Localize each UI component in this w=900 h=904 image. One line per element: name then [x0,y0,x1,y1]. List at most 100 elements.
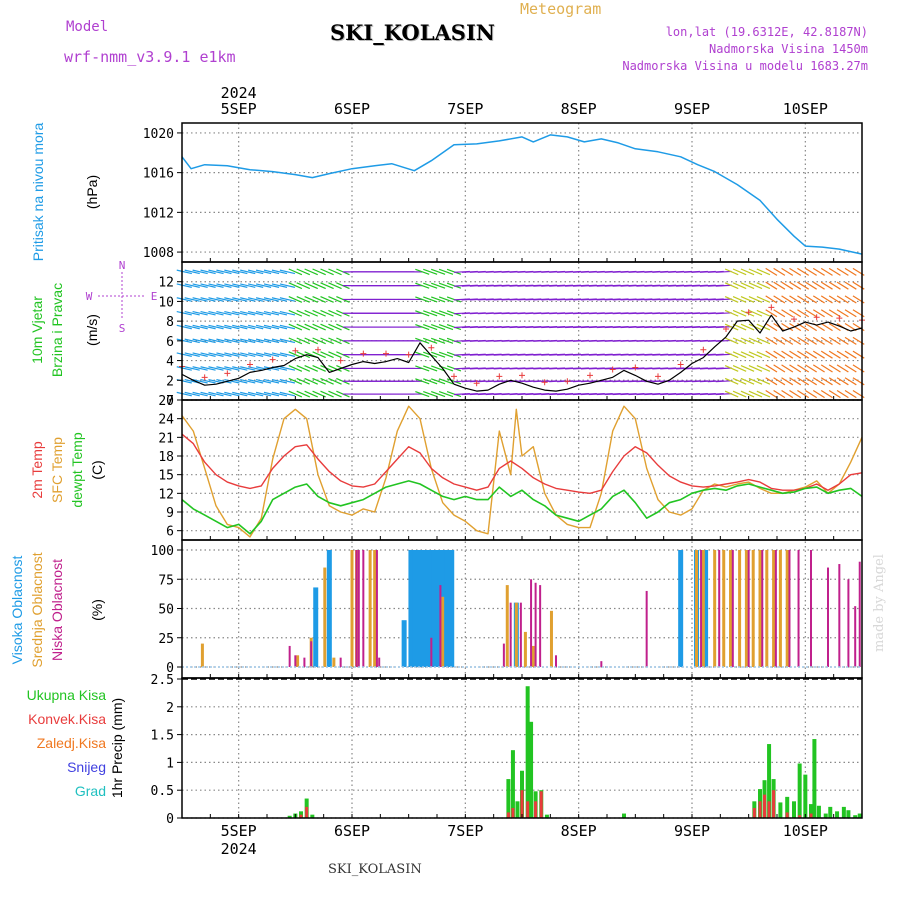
wind-arrow [248,338,264,344]
cloud-bar [435,550,441,667]
precip-bar [785,796,790,818]
model-label: Model [66,19,109,35]
wind-arrow [797,309,810,318]
gust-marker [360,350,367,357]
wind-arrow [248,324,264,330]
cloud-bar [701,550,705,667]
precip-legend-item: Konvek.Kisa [28,711,106,727]
wind-arrow [240,391,256,397]
wind-arrow [836,390,849,399]
wind-arrow [312,337,326,345]
pressure-frame [181,122,863,263]
wind-arrow [255,269,272,275]
wind-arrow [828,309,841,318]
wind-arrow [740,323,755,331]
precip-bar [310,814,315,818]
wind-tick-label: 4 [166,355,174,370]
precip-tick-label: 2.5 [151,673,174,688]
precip-bar [785,812,789,818]
wind-arrow [192,338,208,344]
wind-arrow [820,309,833,318]
wind-arrow [805,364,817,373]
wind-arrow [271,338,288,344]
wind-arrow [724,337,739,345]
gust-marker [473,380,480,387]
gust-marker [496,373,503,380]
cloud-bar [838,564,841,667]
axes [98,122,863,819]
wind-arrow [415,365,430,372]
wind-arrow [828,390,841,399]
wind-arrow [756,268,771,276]
wind-arrow [240,283,256,288]
wind-arrow [248,269,264,275]
precip-bar [515,801,520,818]
gust-marker [337,357,344,364]
cloud-bar [332,657,336,667]
precip-bar [828,806,833,818]
wind-arrow [836,309,849,318]
cloud-bar [722,550,726,667]
wind-arrow [296,337,311,345]
wind-arrow [438,351,454,358]
wind-arrow [304,309,318,317]
wind-arrow [797,350,810,359]
wind-arrow [431,365,446,372]
precip-bar [299,814,303,818]
x-tick-label-bottom: 8SEP [561,822,597,840]
wind-arrow [184,324,200,330]
wind-arrow [732,377,747,385]
gust-marker [564,378,571,385]
wind-arrow [304,377,318,385]
wind-arrow [224,391,240,397]
cloud-bar [761,550,764,667]
wind-arrow [232,366,248,371]
precip-bar [511,807,515,818]
wind-arrow [431,391,446,398]
wind-arrow [184,352,200,357]
wind-arrow [296,377,311,385]
precip-bar [506,779,511,818]
compass-label: N [119,259,126,272]
gust-marker [791,316,797,323]
wind-arrow [431,296,446,303]
wind-arrow [781,309,794,318]
precip-bar [857,813,862,818]
gust-marker [655,373,661,380]
x-tick-label-top: 10SEP [783,100,828,118]
gust-marker [813,314,820,321]
cloud-bar [729,550,733,667]
wind-arrow [844,267,857,276]
wind-arrow [765,377,778,386]
wind-arrow [789,336,802,345]
wind-arrow [828,323,841,332]
wind-arrow [415,323,430,331]
wind-arrow [748,365,763,372]
wind-arrow [288,377,303,385]
cloud-bar [788,550,791,667]
wind-arrow [232,297,248,302]
wind-arrow [715,339,732,342]
wind-arrow [740,377,755,385]
cloud-bar [827,567,829,667]
wind-arrow [208,269,224,275]
precip-bar [534,801,538,818]
cloud-bar [362,550,365,667]
model-name: wrf-nmm_v3.9.1 e1km [64,48,236,66]
cloud-bar [744,550,748,667]
temp-axis-2m: 2m Temp [29,441,45,499]
precip-bar [287,815,292,818]
cloud-axis-low: Niska Oblacnost [49,559,65,661]
wind-arrow [200,269,216,275]
wind-arrow [176,269,192,275]
gust-marker [224,370,231,377]
cloud-bar [519,602,522,667]
wind-arrow [423,282,438,289]
wind-arrow [423,378,438,385]
wind-arrow [844,377,857,386]
wind-arrow [200,366,216,371]
wind-arrow [765,295,778,304]
wind-arrow [263,324,280,330]
wind-arrow [765,350,778,359]
wind-arrow [192,378,208,384]
